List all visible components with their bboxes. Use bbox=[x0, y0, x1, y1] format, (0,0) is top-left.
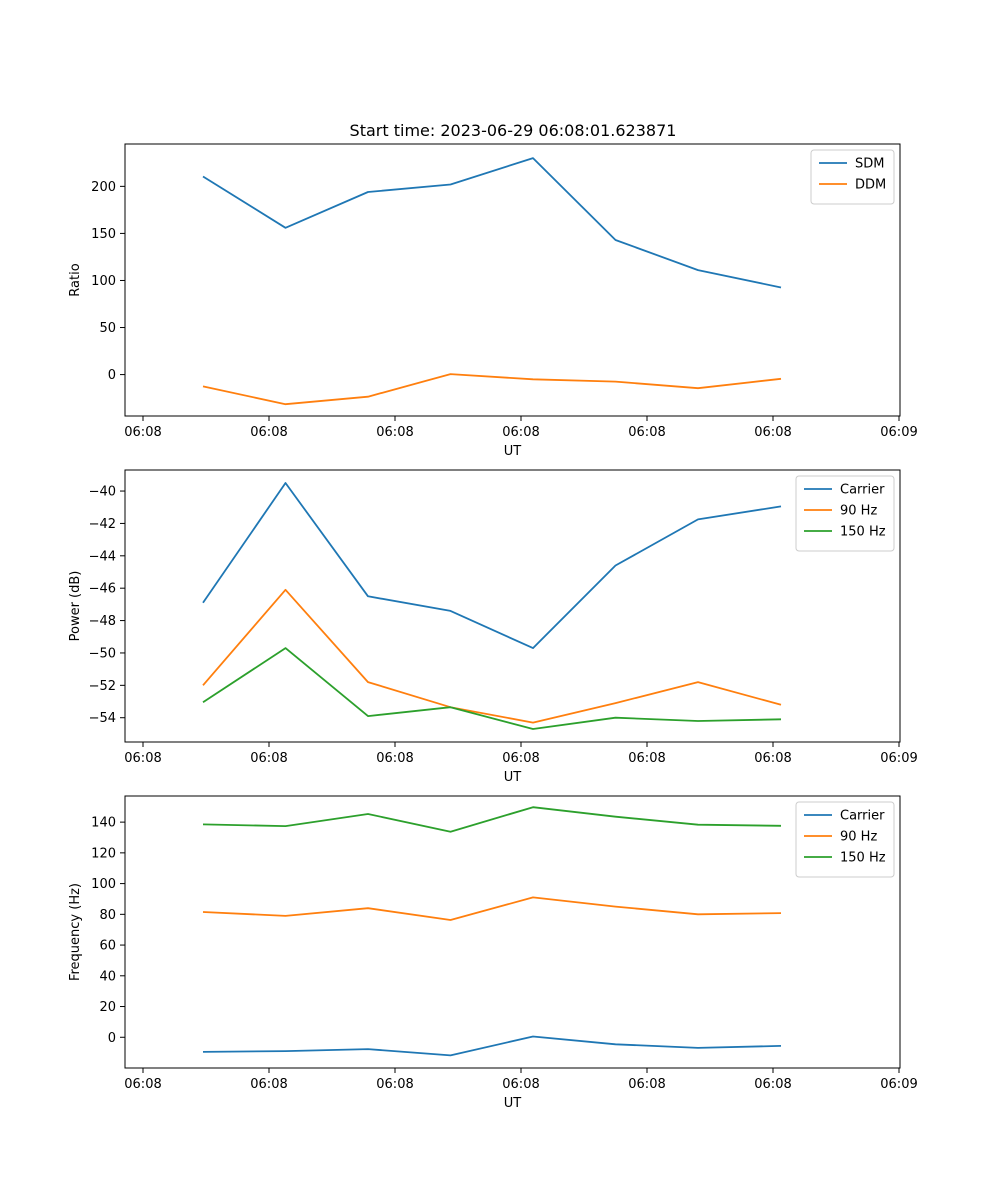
axes-frame bbox=[124, 795, 901, 1069]
x-tick-label: 06:08 bbox=[376, 751, 413, 766]
x-tick-label: 06:08 bbox=[754, 425, 791, 440]
y-tick-label: −44 bbox=[89, 549, 116, 564]
legend-label: 150 Hz bbox=[840, 851, 886, 866]
y-tick-label: 100 bbox=[91, 877, 116, 892]
x-tick-label: 06:08 bbox=[754, 1077, 791, 1092]
x-tick-label: 06:08 bbox=[250, 1077, 287, 1092]
y-axis-label: Ratio bbox=[68, 263, 83, 296]
series-line-90-hz bbox=[202, 588, 782, 724]
legend: Carrier 90 Hz 150 Hz bbox=[795, 475, 895, 552]
y-tick-label: 60 bbox=[99, 939, 116, 954]
y-tick-label: 140 bbox=[91, 816, 116, 831]
y-tick-label: −52 bbox=[89, 679, 116, 694]
x-tick-label: 06:08 bbox=[250, 751, 287, 766]
series-line-sdm bbox=[202, 157, 782, 289]
legend: Carrier 90 Hz 150 Hz bbox=[795, 801, 895, 878]
x-axis-label: UT bbox=[504, 770, 522, 785]
subplot-3: 06:08 06:08 06:08 06:08 06:08 06:08 06:09 0 20 40… bbox=[68, 795, 918, 1111]
x-tick-label: 06:08 bbox=[628, 425, 665, 440]
subplot-1: 06:08 06:08 06:08 06:08 06:08 06:08 06:09 0 50 10… bbox=[68, 143, 918, 459]
x-tick-label: 06:08 bbox=[124, 425, 161, 440]
y-tick-label: 150 bbox=[91, 227, 116, 242]
y-tick-label: −42 bbox=[89, 517, 116, 532]
legend-box bbox=[795, 475, 895, 552]
x-axis-label: UT bbox=[504, 1096, 522, 1111]
y-tick-label: −50 bbox=[89, 646, 116, 661]
x-tick-label: 06:08 bbox=[502, 425, 539, 440]
y-axis-label: Frequency (Hz) bbox=[68, 883, 83, 981]
legend-label: Carrier bbox=[840, 483, 885, 498]
x-tick-label: 06:08 bbox=[502, 751, 539, 766]
x-tick-label: 06:08 bbox=[628, 1077, 665, 1092]
x-tick-label: 06:08 bbox=[502, 1077, 539, 1092]
legend-box bbox=[795, 801, 895, 878]
legend-label: DDM bbox=[855, 178, 886, 193]
x-tick-label: 06:08 bbox=[376, 425, 413, 440]
series-line-150-hz bbox=[202, 806, 782, 833]
legend-label: SDM bbox=[855, 157, 884, 172]
x-tick-label: 06:08 bbox=[376, 1077, 413, 1092]
y-tick-label: 20 bbox=[99, 1000, 116, 1015]
y-tick-label: −48 bbox=[89, 614, 116, 629]
y-tick-label: 0 bbox=[108, 368, 116, 383]
x-tick-label: 06:08 bbox=[124, 1077, 161, 1092]
y-tick-label: 40 bbox=[99, 969, 116, 984]
y-tick-label: 80 bbox=[99, 908, 116, 923]
axes-frame bbox=[124, 143, 901, 417]
legend-label: 150 Hz bbox=[840, 525, 886, 540]
y-tick-label: −40 bbox=[89, 485, 116, 500]
figure-title: Start time: 2023-06-29 06:08:01.623871 bbox=[350, 121, 677, 140]
y-tick-label: 0 bbox=[108, 1031, 116, 1046]
legend: SDM DDM bbox=[810, 149, 895, 205]
x-tick-label: 06:08 bbox=[628, 751, 665, 766]
series-line-carrier bbox=[202, 482, 782, 649]
y-tick-label: −54 bbox=[89, 711, 116, 726]
series-line-150-hz bbox=[202, 647, 782, 730]
subplot-2: 06:08 06:08 06:08 06:08 06:08 06:08 06:09 −54 −5… bbox=[68, 469, 918, 785]
series-line-ddm bbox=[202, 373, 782, 406]
series-line-90-hz bbox=[202, 896, 782, 921]
y-tick-label: −46 bbox=[89, 582, 116, 597]
x-tick-label: 06:08 bbox=[250, 425, 287, 440]
x-tick-label: 06:09 bbox=[880, 1077, 917, 1092]
y-tick-label: 50 bbox=[99, 321, 116, 336]
y-tick-label: 200 bbox=[91, 180, 116, 195]
x-tick-label: 06:08 bbox=[124, 751, 161, 766]
series-line-carrier bbox=[202, 1035, 782, 1057]
x-tick-label: 06:09 bbox=[880, 425, 917, 440]
legend-label: Carrier bbox=[840, 809, 885, 824]
axes-frame bbox=[124, 469, 901, 743]
y-axis-label: Power (dB) bbox=[68, 571, 83, 642]
y-tick-label: 100 bbox=[91, 274, 116, 289]
legend-label: 90 Hz bbox=[840, 830, 877, 845]
y-tick-label: 120 bbox=[91, 846, 116, 861]
x-tick-label: 06:08 bbox=[754, 751, 791, 766]
legend-label: 90 Hz bbox=[840, 504, 877, 519]
x-axis-label: UT bbox=[504, 444, 522, 459]
x-tick-label: 06:09 bbox=[880, 751, 917, 766]
